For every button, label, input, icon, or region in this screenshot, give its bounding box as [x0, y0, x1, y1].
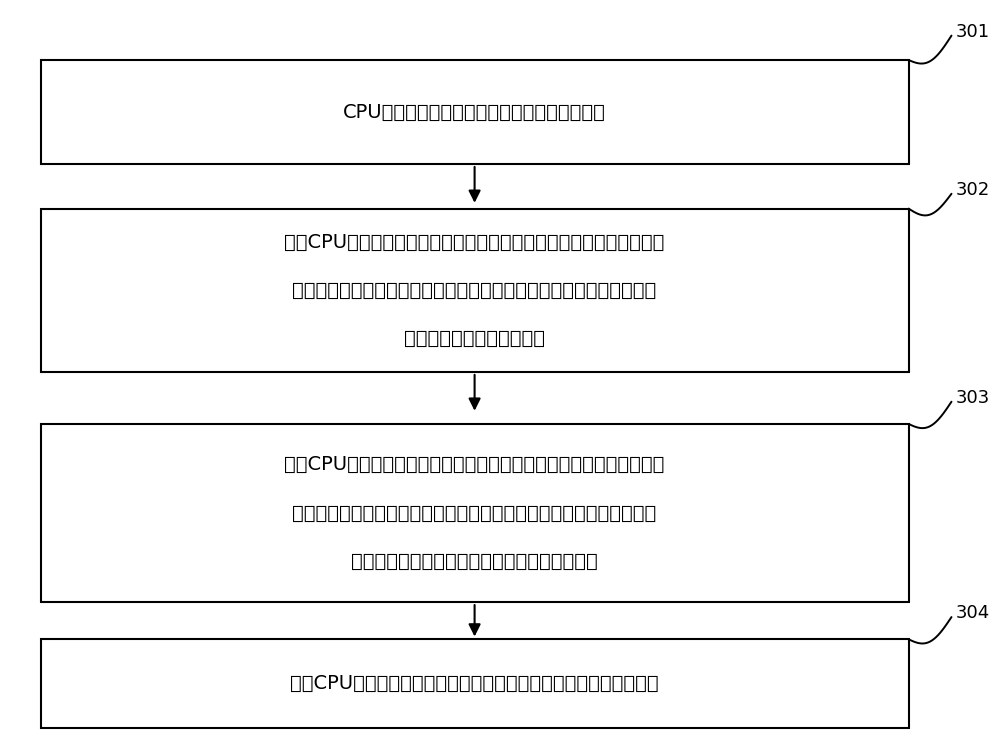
- FancyBboxPatch shape: [41, 60, 909, 164]
- Text: 第二连接属性列，其中，所述第一连接属性列和第二连接属性列用于连: 第二连接属性列，其中，所述第一连接属性列和第二连接属性列用于连: [292, 280, 657, 300]
- Text: 接所述第一个表和第二个表: 接所述第一个表和第二个表: [404, 329, 545, 348]
- Text: 301: 301: [955, 23, 990, 41]
- FancyBboxPatch shape: [41, 208, 909, 372]
- Text: 所述CPU根据所述连接索引对所述第一个表和第二个表进行合并连接: 所述CPU根据所述连接索引对所述第一个表和第二个表进行合并连接: [290, 674, 659, 693]
- Text: 所述CPU将所述第一连接属性列和第二连接属性列发送到加速器进行排: 所述CPU将所述第一连接属性列和第二连接属性列发送到加速器进行排: [284, 455, 665, 475]
- Text: 304: 304: [955, 604, 990, 622]
- FancyBboxPatch shape: [41, 424, 909, 602]
- Text: 302: 302: [955, 181, 990, 199]
- FancyBboxPatch shape: [41, 639, 909, 728]
- Text: 所述CPU从所述连接对中提取第一个表的第一连接属性列和第二个表的: 所述CPU从所述连接对中提取第一个表的第一连接属性列和第二个表的: [284, 233, 665, 251]
- Text: 303: 303: [955, 389, 990, 407]
- Text: 序连接处理，以及接收所述加速器发送的对所述第一连接属性列和第二: 序连接处理，以及接收所述加速器发送的对所述第一连接属性列和第二: [292, 504, 657, 522]
- Text: 连接属性列进行排序连接处理后得到的连接索引: 连接属性列进行排序连接处理后得到的连接索引: [351, 552, 598, 571]
- Text: CPU将当前待连接的任意两个表作为一个连接对: CPU将当前待连接的任意两个表作为一个连接对: [343, 103, 606, 121]
